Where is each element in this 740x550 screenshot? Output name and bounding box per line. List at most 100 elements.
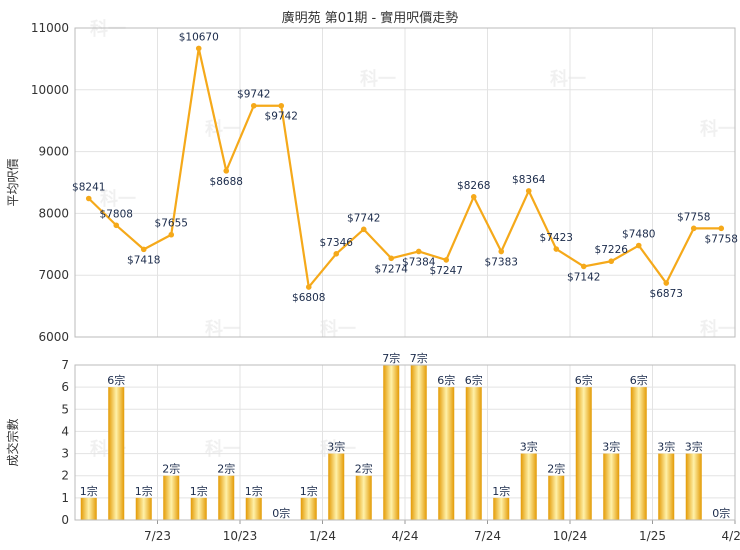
price-data-label-3: $7655 xyxy=(155,218,188,230)
price-data-label-9: $7346 xyxy=(320,237,354,249)
volume-data-label-7: 0宗 xyxy=(272,506,290,520)
volume-y-axis-label: 成交宗數 xyxy=(5,418,20,466)
volume-y-tick-2: 2 xyxy=(61,469,69,483)
price-data-label-15: $7383 xyxy=(485,257,518,269)
price-data-label-1: $7808 xyxy=(100,208,133,220)
volume-bar-4 xyxy=(190,497,207,520)
volume-bar-12 xyxy=(410,365,427,520)
x-tick-label-5: 10/24 xyxy=(553,529,588,543)
price-data-label-22: $7758 xyxy=(677,211,710,223)
watermark-4: 科一 xyxy=(205,318,241,340)
price-point-18 xyxy=(580,263,587,270)
volume-data-label-1: 6宗 xyxy=(107,373,125,387)
price-data-label-14: $8268 xyxy=(457,180,490,192)
price-point-7 xyxy=(278,102,285,109)
price-point-20 xyxy=(635,242,642,249)
volume-data-label-3: 2宗 xyxy=(162,462,180,476)
volume-y-tick-4: 4 xyxy=(61,424,69,438)
volume-data-label-20: 6宗 xyxy=(630,373,648,387)
price-point-8 xyxy=(305,284,312,290)
volume-y-tick-0: 0 xyxy=(61,513,69,527)
volume-bar-6 xyxy=(245,497,262,520)
volume-bar-21 xyxy=(658,453,675,520)
price-point-16 xyxy=(525,188,532,194)
volume-data-label-12: 7宗 xyxy=(410,351,428,365)
volume-data-label-19: 3宗 xyxy=(602,440,620,454)
price-point-1 xyxy=(113,222,120,229)
watermark-2: 科一 xyxy=(700,118,736,140)
price-data-label-21: $6873 xyxy=(650,288,683,300)
volume-bar-19 xyxy=(603,453,620,520)
volume-data-label-9: 3宗 xyxy=(327,440,345,454)
watermark-3: 科一 xyxy=(100,188,136,210)
price-point-17 xyxy=(553,246,560,252)
volume-y-tick-1: 1 xyxy=(61,491,69,505)
volume-data-label-10: 2宗 xyxy=(355,462,373,476)
price-y-tick-3: 9000 xyxy=(38,145,69,159)
volume-y-tick-5: 5 xyxy=(61,402,69,416)
volume-data-label-16: 3宗 xyxy=(520,440,538,454)
volume-bar-14 xyxy=(465,387,482,520)
volume-data-label-21: 3宗 xyxy=(657,440,675,454)
price-data-label-12: $7384 xyxy=(402,256,436,268)
price-point-6 xyxy=(250,102,257,109)
volume-bar-8 xyxy=(300,497,317,520)
watermark-7: 科一 xyxy=(205,438,241,460)
price-point-19 xyxy=(608,258,615,265)
volume-data-label-5: 2宗 xyxy=(217,462,235,476)
x-tick-label-4: 7/24 xyxy=(474,529,501,543)
volume-data-label-18: 6宗 xyxy=(575,373,593,387)
x-tick-label-7: 4/25 xyxy=(722,529,740,543)
price-point-15 xyxy=(498,248,505,255)
watermark-1: 科一 xyxy=(205,118,241,140)
price-y-tick-5: 11000 xyxy=(31,21,69,35)
price-data-label-11: $7274 xyxy=(375,263,409,275)
price-point-9 xyxy=(333,251,340,257)
volume-bar-2 xyxy=(135,497,152,520)
volume-y-tick-6: 6 xyxy=(61,380,69,394)
price-y-tick-4: 10000 xyxy=(31,83,69,97)
volume-data-label-0: 1宗 xyxy=(80,484,98,498)
x-tick-label-2: 1/24 xyxy=(309,529,336,543)
volume-data-label-14: 6宗 xyxy=(465,373,483,387)
price-point-22 xyxy=(690,225,697,232)
watermark-0: 科一 xyxy=(90,18,126,40)
watermark-9: 科一 xyxy=(700,318,736,340)
price-y-tick-2: 8000 xyxy=(38,206,69,220)
volume-bar-15 xyxy=(493,497,510,520)
price-series-line xyxy=(87,47,722,289)
volume-panel: 0 1 2 3 4 5 6 7 7/23 10/23 1/24 4/24 7/24 10/24 1/25 4/… xyxy=(5,351,740,543)
x-tick-label-6: 1/25 xyxy=(639,529,666,543)
price-point-4 xyxy=(195,45,202,52)
price-point-11 xyxy=(388,255,395,262)
price-point-10 xyxy=(360,226,367,233)
price-point-23 xyxy=(718,225,725,232)
watermark-5: 科一 xyxy=(320,318,356,340)
volume-data-label-2: 1宗 xyxy=(135,484,153,498)
volume-y-tick-7: 7 xyxy=(61,358,69,372)
volume-bar-9 xyxy=(328,453,345,520)
volume-data-label-11: 7宗 xyxy=(382,351,400,365)
price-data-label-6: $9742 xyxy=(237,89,270,101)
price-data-label-8: $6808 xyxy=(292,292,325,304)
x-tick-label-1: 10/23 xyxy=(223,529,258,543)
volume-bar-13 xyxy=(438,387,455,520)
price-data-label-10: $7742 xyxy=(347,212,380,224)
price-point-12 xyxy=(415,248,422,255)
price-point-5 xyxy=(223,168,230,174)
volume-bar-1 xyxy=(108,387,125,520)
watermark-10: 科一 xyxy=(360,68,396,90)
watermark-11: 科一 xyxy=(550,68,586,90)
volume-bar-10 xyxy=(355,475,372,520)
price-point-3 xyxy=(168,231,175,238)
volume-bar-3 xyxy=(163,475,180,520)
volume-data-label-6: 1宗 xyxy=(245,484,263,498)
price-point-0 xyxy=(85,195,92,202)
volume-bar-5 xyxy=(218,475,235,520)
volume-data-label-15: 1宗 xyxy=(492,484,510,498)
volume-bar-22 xyxy=(685,453,702,520)
volume-bar-16 xyxy=(520,453,537,520)
